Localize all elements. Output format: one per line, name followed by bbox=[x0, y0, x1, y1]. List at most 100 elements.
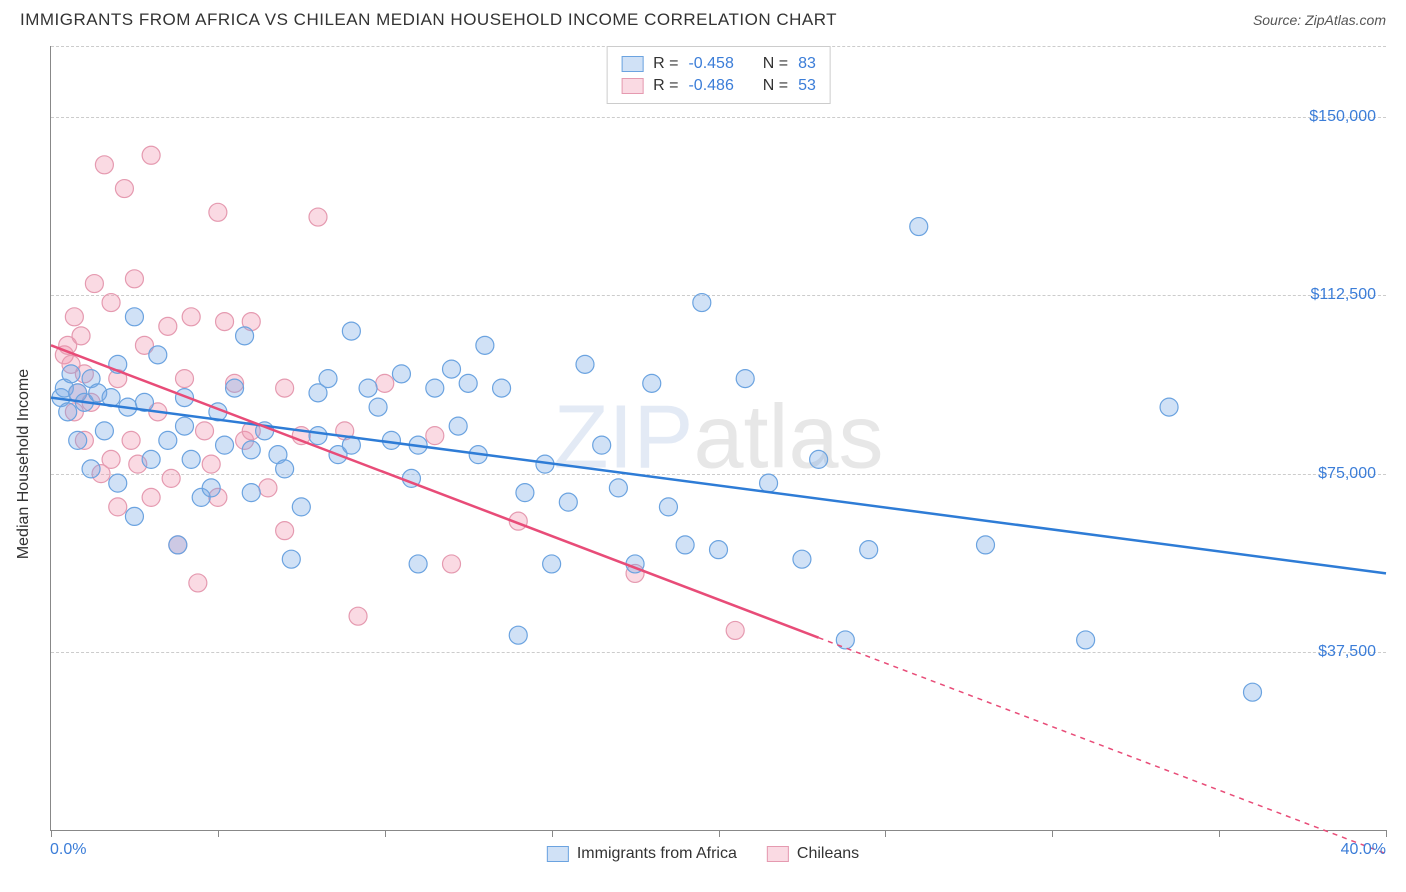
x-tick-mark bbox=[1052, 830, 1053, 837]
data-point bbox=[509, 626, 527, 644]
data-point bbox=[125, 507, 143, 525]
data-point bbox=[643, 374, 661, 392]
data-point bbox=[426, 379, 444, 397]
data-point bbox=[443, 360, 461, 378]
x-axis-min-label: 0.0% bbox=[50, 841, 86, 859]
n-value: 53 bbox=[798, 77, 816, 95]
data-point bbox=[319, 370, 337, 388]
x-axis-max-label: 40.0% bbox=[1341, 841, 1386, 859]
r-label: R = bbox=[653, 77, 678, 95]
scatter-plot-svg bbox=[51, 46, 1386, 830]
data-point bbox=[276, 522, 294, 540]
data-point bbox=[125, 270, 143, 288]
stats-legend-row: R = -0.486 N = 53 bbox=[621, 75, 816, 97]
data-point bbox=[62, 365, 80, 383]
data-point bbox=[95, 156, 113, 174]
data-point bbox=[409, 555, 427, 573]
data-point bbox=[65, 308, 83, 326]
data-point bbox=[182, 308, 200, 326]
r-value: -0.458 bbox=[688, 55, 733, 73]
data-point bbox=[426, 427, 444, 445]
data-point bbox=[176, 417, 194, 435]
data-point bbox=[609, 479, 627, 497]
data-point bbox=[169, 536, 187, 554]
data-point bbox=[85, 275, 103, 293]
series-legend-item: Chileans bbox=[767, 845, 859, 863]
y-tick-label: $75,000 bbox=[1318, 465, 1376, 483]
data-point bbox=[593, 436, 611, 454]
data-point bbox=[369, 398, 387, 416]
data-point bbox=[910, 218, 928, 236]
x-tick-mark bbox=[719, 830, 720, 837]
data-point bbox=[149, 346, 167, 364]
data-point bbox=[102, 450, 120, 468]
series-label: Immigrants from Africa bbox=[577, 845, 737, 863]
data-point bbox=[476, 336, 494, 354]
data-point bbox=[259, 479, 277, 497]
data-point bbox=[449, 417, 467, 435]
data-point bbox=[977, 536, 995, 554]
y-tick-label: $37,500 bbox=[1318, 643, 1376, 661]
data-point bbox=[282, 550, 300, 568]
data-point bbox=[516, 484, 534, 502]
r-label: R = bbox=[653, 55, 678, 73]
data-point bbox=[443, 555, 461, 573]
data-point bbox=[209, 203, 227, 221]
chart-title: IMMIGRANTS FROM AFRICA VS CHILEAN MEDIAN… bbox=[20, 10, 837, 30]
data-point bbox=[109, 498, 127, 516]
data-point bbox=[459, 374, 477, 392]
data-point bbox=[576, 355, 594, 373]
chart-container: Median Household Income ZIPatlas R = -0.… bbox=[0, 36, 1406, 891]
data-point bbox=[162, 469, 180, 487]
data-point bbox=[142, 146, 160, 164]
data-point bbox=[676, 536, 694, 554]
data-point bbox=[216, 313, 234, 331]
data-point bbox=[276, 379, 294, 397]
legend-swatch bbox=[547, 846, 569, 862]
series-legend-item: Immigrants from Africa bbox=[547, 845, 737, 863]
data-point bbox=[115, 180, 133, 198]
data-point bbox=[1160, 398, 1178, 416]
data-point bbox=[493, 379, 511, 397]
data-point bbox=[349, 607, 367, 625]
data-point bbox=[376, 374, 394, 392]
data-point bbox=[196, 422, 214, 440]
data-point bbox=[216, 436, 234, 454]
data-point bbox=[122, 431, 140, 449]
data-point bbox=[659, 498, 677, 516]
data-point bbox=[82, 460, 100, 478]
data-point bbox=[760, 474, 778, 492]
data-point bbox=[342, 322, 360, 340]
data-point bbox=[202, 455, 220, 473]
data-point bbox=[710, 541, 728, 559]
data-point bbox=[182, 450, 200, 468]
x-tick-mark bbox=[51, 830, 52, 837]
y-tick-label: $150,000 bbox=[1309, 108, 1376, 126]
x-tick-mark bbox=[218, 830, 219, 837]
stats-legend-row: R = -0.458 N = 83 bbox=[621, 53, 816, 75]
data-point bbox=[189, 574, 207, 592]
trend-line-extrapolated bbox=[819, 638, 1386, 854]
data-point bbox=[142, 450, 160, 468]
data-point bbox=[176, 370, 194, 388]
legend-swatch bbox=[621, 56, 643, 72]
x-tick-mark bbox=[1386, 830, 1387, 837]
data-point bbox=[95, 422, 113, 440]
data-point bbox=[309, 208, 327, 226]
plot-area: ZIPatlas R = -0.458 N = 83 R = -0.486 N … bbox=[50, 46, 1386, 831]
x-tick-mark bbox=[385, 830, 386, 837]
data-point bbox=[59, 403, 77, 421]
data-point bbox=[159, 431, 177, 449]
y-tick-label: $112,500 bbox=[1310, 286, 1376, 304]
source-label: Source: bbox=[1253, 12, 1305, 28]
data-point bbox=[159, 317, 177, 335]
data-point bbox=[1077, 631, 1095, 649]
series-label: Chileans bbox=[797, 845, 859, 863]
chart-header: IMMIGRANTS FROM AFRICA VS CHILEAN MEDIAN… bbox=[0, 0, 1406, 36]
data-point bbox=[810, 450, 828, 468]
data-point bbox=[693, 294, 711, 312]
data-point bbox=[69, 431, 87, 449]
source-value: ZipAtlas.com bbox=[1305, 12, 1386, 28]
data-point bbox=[309, 427, 327, 445]
data-point bbox=[242, 484, 260, 502]
